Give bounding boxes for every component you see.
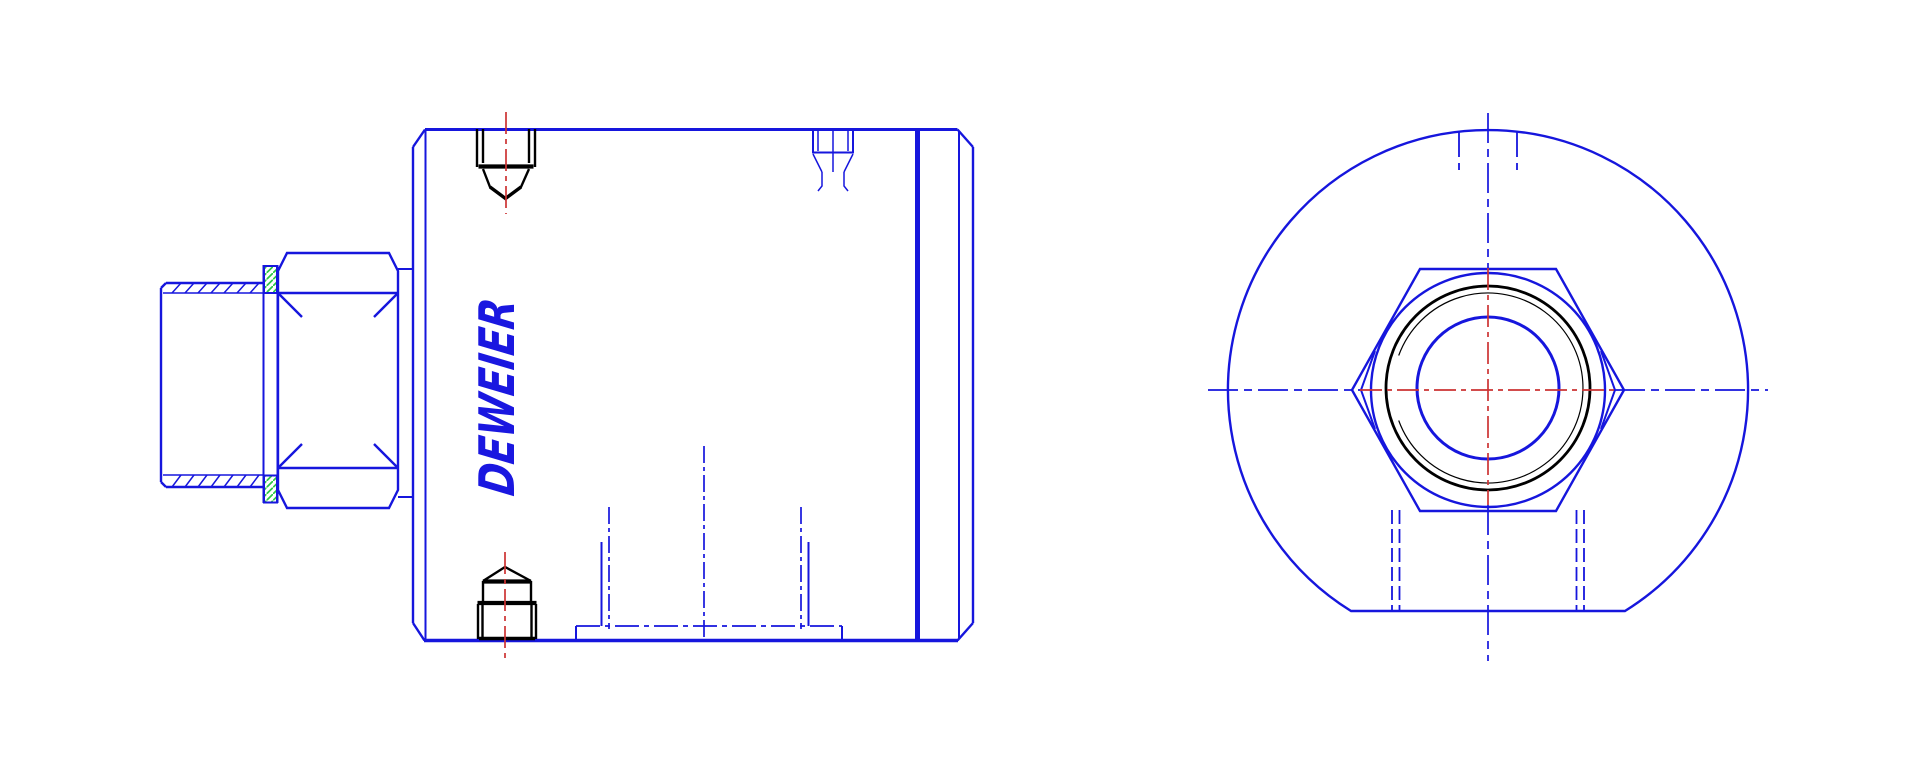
screw-body-sides [476,604,538,639]
hidden-port-top [1458,132,1518,170]
end-view [1208,113,1768,661]
connector-plate [575,446,843,641]
thread-hatch-top [171,282,260,294]
pipe-thread-root-lines [163,292,263,476]
body-bottom-right-chamfer [956,622,974,642]
connector-pin-1 [600,507,610,629]
brand-logo-text: DEWEIER [468,295,526,499]
seal-washer [262,265,279,504]
centerlines [1208,113,1768,661]
hex-nut-outline [276,251,400,510]
bottom-set-screw [476,552,538,659]
connector-pin-3 [800,507,810,629]
port-taper [812,153,854,173]
top-set-screw [475,112,537,214]
side-view: DEWEIER [159,112,975,659]
plate-sides [575,626,843,640]
hidden-hole-left [1391,510,1401,610]
body-top-right-chamfer [956,128,974,148]
body-outline [411,128,975,643]
thread-fitting [159,251,413,510]
thread-minor-arc [1398,292,1584,484]
threaded-pipe [159,281,263,489]
seal-washer-edges [262,265,279,503]
body-top-left-chamfer [412,128,426,148]
hex-nut [276,251,400,510]
top-port [812,129,854,192]
body-bottom-left-chamfer [411,622,426,642]
hex-nut-facet-lines [278,291,398,470]
screw-tip-cone [482,565,532,583]
seal-washer-bottom [263,474,278,504]
screw-cap-sides [481,581,533,602]
fitting-collar [398,268,413,498]
hidden-lines [1391,132,1585,610]
pipe-outline [159,281,263,489]
thread-hatch-bottom [171,474,260,488]
port-neck [817,172,849,192]
housing-circle [1226,128,1750,613]
hex-nut-chamfer-arcs [277,292,399,469]
seal-washer-top [263,265,278,294]
hidden-hole-right [1575,510,1585,610]
